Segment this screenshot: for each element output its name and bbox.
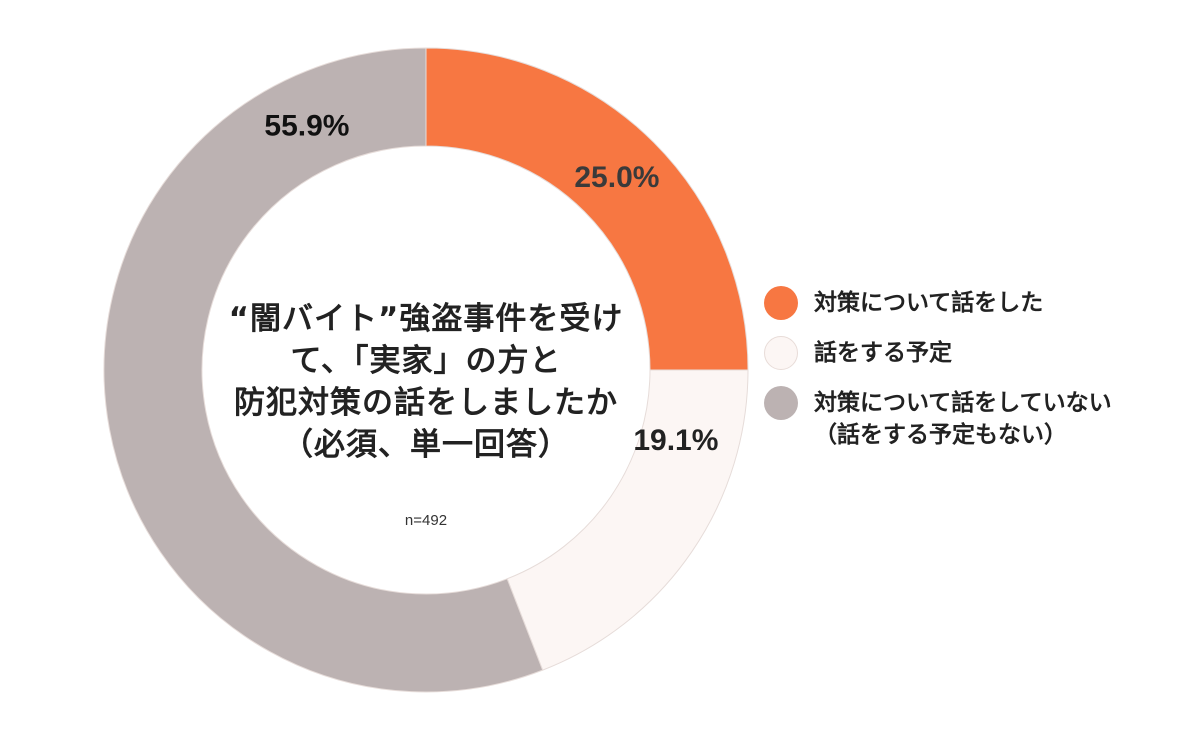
legend-swatch xyxy=(764,336,798,370)
legend-swatch xyxy=(764,386,798,420)
slice-value-label: 55.9% xyxy=(264,110,349,143)
legend-item-talked: 対策について話をした xyxy=(764,286,1194,320)
slice-value-label: 25.0% xyxy=(574,161,659,194)
slice-not-talked xyxy=(103,47,544,693)
legend-item-not-talked: 対策について話をしていない （話をする予定もない） xyxy=(764,386,1194,450)
legend-label: 対策について話をしていない xyxy=(814,390,1112,416)
legend: 対策について話をした 話をする予定 対策について話をしていない （話をする予定も… xyxy=(764,286,1194,466)
legend-label-sub: （話をする予定もない） xyxy=(814,422,1067,448)
title-line-2: て、「実家」の方と xyxy=(290,343,562,379)
title-line-4: （必須、単一回答） xyxy=(282,427,570,463)
legend-label: 話をする予定 xyxy=(814,340,952,366)
slice-talked xyxy=(425,47,749,371)
legend-item-planned: 話をする予定 xyxy=(764,336,1194,370)
slice-value-label: 19.1% xyxy=(633,424,718,457)
title-line-3: 防犯対策の話をしましたか xyxy=(234,385,618,421)
donut-slices xyxy=(103,47,749,693)
chart-title: “闇バイト”強盗事件を受け て、「実家」の方と 防犯対策の話をしましたか （必須… xyxy=(196,298,656,466)
legend-label: 対策について話をした xyxy=(814,290,1044,316)
title-line-1: “闇バイト”強盗事件を受け xyxy=(228,301,624,337)
slice-value-labels: 25.0% 19.1% 55.9% xyxy=(264,110,718,457)
sample-size-label: n=492 xyxy=(404,512,448,529)
legend-swatch xyxy=(764,286,798,320)
